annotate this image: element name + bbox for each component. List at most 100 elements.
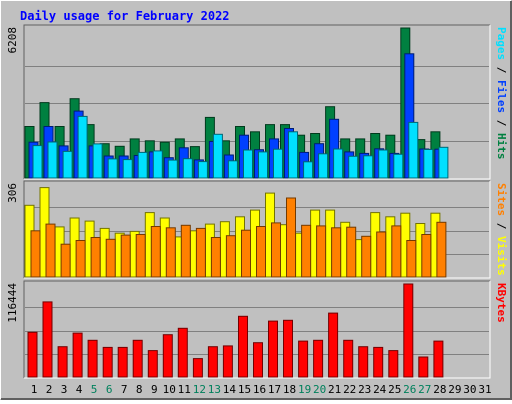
- bar-pages-day-7: [122, 159, 133, 179]
- bar-kbytes-day-14: [222, 345, 233, 378]
- x-tick-label-9: 9: [151, 383, 158, 396]
- legend-pages: Pages: [495, 27, 508, 60]
- bar-pages-day-27: [423, 149, 434, 179]
- x-tick-label-25: 25: [388, 383, 401, 396]
- bar-sites-day-13: [210, 237, 221, 278]
- legend: KBytes: [495, 283, 508, 323]
- panel-bevel-dark: [23, 24, 490, 179]
- bar-kbytes-day-16: [253, 342, 263, 378]
- x-tick-label-10: 10: [163, 383, 176, 396]
- bar-sites-day-5: [90, 237, 101, 278]
- bar-sites-day-22: [346, 226, 357, 278]
- x-tick-label-3: 3: [61, 383, 68, 396]
- bar-pages-day-17: [273, 148, 283, 179]
- x-tick-label-26: 26: [403, 383, 416, 396]
- x-tick-label-20: 20: [313, 383, 326, 396]
- legend-visits: Visits: [495, 236, 508, 276]
- bar-kbytes-day-3: [57, 346, 68, 378]
- bar-kbytes-day-9: [147, 350, 158, 378]
- legend: Pages / Files / Hits: [495, 27, 508, 160]
- bar-pages-day-11: [182, 158, 193, 179]
- bar-sites-day-27: [421, 234, 432, 278]
- bar-pages-day-12: [197, 161, 208, 179]
- bar-sites-day-6: [105, 238, 116, 278]
- y-max-label: 6208: [6, 27, 19, 54]
- x-tick-label-17: 17: [268, 383, 281, 396]
- bar-kbytes-day-11: [177, 327, 188, 378]
- bar-sites-day-3: [60, 243, 71, 278]
- panel-visits-sites: 306 Sites / Visits: [6, 180, 508, 279]
- x-tick-label-31: 31: [478, 383, 491, 396]
- bar-pages-day-8: [137, 151, 148, 179]
- panel-bevel-light: [24, 281, 491, 379]
- bar-kbytes-day-18: [283, 319, 293, 378]
- bar-sites-day-8: [135, 234, 146, 278]
- panel-kbytes: 116444 KBytes: [6, 280, 508, 379]
- x-tick-label-7: 7: [121, 383, 128, 396]
- bar-pages-day-4: [77, 115, 88, 179]
- x-tick-label-6: 6: [106, 383, 113, 396]
- bar-kbytes-day-8: [132, 339, 143, 378]
- x-tick-label-14: 14: [223, 383, 237, 396]
- bar-kbytes-day-23: [358, 346, 369, 378]
- bar-pages-day-6: [107, 158, 118, 179]
- bar-sites-day-15: [241, 229, 251, 278]
- x-tick-label-28: 28: [433, 383, 446, 396]
- x-tick-label-21: 21: [328, 383, 341, 396]
- x-tick-label-24: 24: [373, 383, 387, 396]
- bar-sites-day-10: [165, 227, 176, 278]
- bar-pages-day-22: [348, 155, 359, 179]
- x-tick-label-8: 8: [136, 383, 143, 396]
- bar-pages-day-20: [318, 153, 329, 179]
- panel-bevel-light: [24, 25, 491, 180]
- bar-kbytes-day-6: [102, 346, 113, 378]
- bar-pages-day-5: [92, 143, 103, 179]
- bar-pages-day-19: [303, 161, 314, 179]
- bar-sites-day-20: [316, 225, 327, 278]
- bar-pages-day-26: [408, 121, 419, 179]
- bar-sites-day-14: [225, 235, 236, 278]
- panel-bevel-dark: [23, 280, 490, 378]
- bar-pages-day-21: [333, 148, 344, 179]
- bar-kbytes-day-19: [298, 340, 309, 378]
- bar-pages-day-10: [167, 159, 178, 179]
- legend-sites: Sites: [495, 183, 508, 216]
- bar-sites-day-7: [120, 234, 131, 278]
- bar-kbytes-day-17: [268, 320, 278, 378]
- bar-sites-day-1: [30, 230, 41, 278]
- chart-title: Daily usage for February 2022: [20, 9, 230, 23]
- legend-hits: Hits: [495, 133, 508, 160]
- bar-sites-day-19: [301, 224, 312, 278]
- bar-pages-day-14: [227, 160, 238, 179]
- bar-pages-day-28: [438, 146, 449, 179]
- x-axis-labels: 1 2 3 4 5 6 7 8 9 10 11 12 13 14 15 16 17 18 19 20 21 22 23 24 2…: [31, 383, 492, 396]
- bar-pages-day-25: [393, 153, 404, 179]
- bar-sites-day-2: [45, 223, 56, 278]
- x-tick-label-12: 12: [193, 383, 206, 396]
- x-tick-label-5: 5: [91, 383, 98, 396]
- bar-sites-day-11: [180, 224, 191, 278]
- bar-kbytes-day-27: [418, 356, 429, 378]
- legend-separator: /: [495, 60, 508, 80]
- bar-kbytes-day-5: [87, 339, 98, 378]
- bar-kbytes-day-28: [433, 340, 444, 378]
- bar-sites-day-17: [271, 222, 281, 278]
- legend-files: Files: [495, 80, 508, 113]
- x-tick-label-11: 11: [178, 383, 191, 396]
- bar-pages-day-9: [152, 150, 163, 179]
- y-max-label: 116444: [6, 283, 19, 323]
- x-tick-label-18: 18: [283, 383, 296, 396]
- bar-kbytes-day-1: [27, 331, 38, 378]
- bar-kbytes-day-7: [117, 346, 128, 378]
- x-tick-label-4: 4: [76, 383, 83, 396]
- bar-sites-day-24: [376, 231, 387, 278]
- x-tick-label-15: 15: [238, 383, 251, 396]
- x-tick-label-16: 16: [253, 383, 266, 396]
- bar-kbytes-day-13: [207, 346, 218, 378]
- legend: Sites / Visits: [495, 183, 508, 276]
- bar-pages-day-15: [243, 149, 253, 179]
- bar-pages-day-1: [32, 145, 43, 179]
- bar-kbytes-day-4: [72, 332, 83, 378]
